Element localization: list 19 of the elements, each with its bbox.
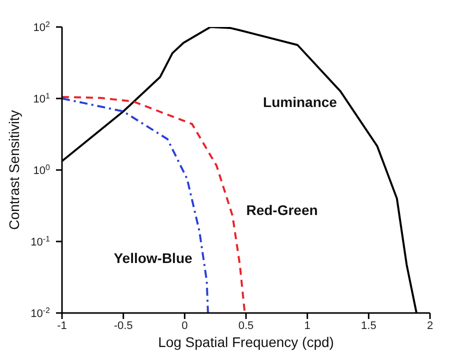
line-series [62, 96, 246, 313]
y-axis-title: Contrast Sensitivity [6, 110, 22, 230]
y-tick-label: 10$^{-2}$ [30, 306, 51, 320]
y-tick-label: 10$^{1}$ [33, 91, 51, 106]
x-tick-label: 2 [426, 320, 434, 332]
y-tick-label: 10$^{0}$ [33, 162, 51, 177]
y-tick-label: 10$^{-1}$ [30, 234, 51, 248]
series-label: Yellow-Blue [114, 250, 192, 266]
x-tick-label: 1 [304, 320, 310, 332]
y-tick-label: 10$^{2}$ [33, 20, 51, 34]
x-axis-title: Log Spatial Frequency (cpd) [158, 334, 334, 350]
x-tick-label: -0.5 [114, 320, 133, 332]
x-tick-label: -1 [57, 320, 67, 332]
series-label: Luminance [263, 94, 337, 110]
x-tick-label: 0.5 [238, 320, 254, 332]
line-series [62, 98, 209, 313]
series-label: Red-Green [246, 202, 318, 218]
x-tick-label: 1.5 [361, 320, 376, 332]
x-tick-label: 0 [182, 320, 188, 332]
